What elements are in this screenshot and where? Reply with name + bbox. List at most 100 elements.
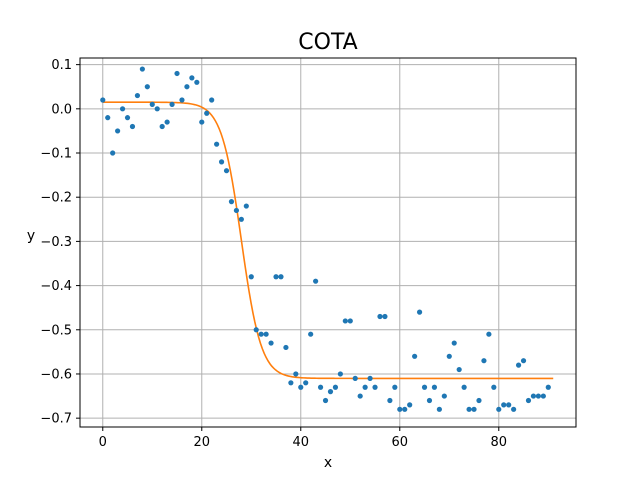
data-point — [476, 397, 482, 404]
data-point — [367, 375, 373, 381]
data-point — [288, 380, 294, 386]
y-tick-label: −0.6 — [40, 367, 72, 382]
data-point — [441, 393, 447, 399]
y-tick-label: −0.2 — [40, 191, 72, 206]
data-point — [332, 384, 339, 390]
x-tick-label: 80 — [491, 435, 508, 450]
y-tick-label: −0.1 — [40, 147, 72, 162]
data-point — [352, 375, 358, 381]
data-point — [501, 402, 507, 408]
data-point — [525, 397, 532, 404]
data-point — [337, 371, 343, 377]
data-point — [481, 358, 487, 364]
data-point — [194, 79, 200, 85]
chart-title: COTA — [298, 30, 357, 55]
data-point — [451, 340, 457, 346]
data-point — [322, 397, 329, 404]
data-point — [144, 84, 150, 90]
data-point — [159, 123, 165, 130]
data-point — [164, 119, 170, 125]
data-point — [327, 389, 334, 395]
data-point — [273, 274, 279, 280]
data-point — [515, 362, 522, 368]
x-tick-label: 20 — [193, 435, 210, 450]
y-axis-label: y — [27, 228, 35, 244]
data-point — [431, 384, 438, 390]
data-point — [184, 84, 190, 90]
data-point — [496, 406, 502, 412]
data-point — [446, 353, 452, 359]
data-point — [174, 70, 180, 77]
data-point — [139, 66, 145, 72]
y-tick-label: −0.3 — [40, 235, 72, 250]
data-point — [154, 106, 160, 112]
data-point — [248, 274, 254, 280]
data-point — [486, 331, 492, 337]
data-point — [105, 115, 111, 121]
data-point — [416, 309, 423, 315]
data-point — [149, 101, 155, 107]
y-tick-label: −0.5 — [40, 323, 72, 338]
data-point — [530, 393, 537, 399]
data-point — [317, 384, 324, 390]
data-point — [278, 274, 284, 280]
data-point — [456, 366, 462, 373]
y-tick-label: −0.7 — [40, 412, 72, 427]
x-axis-label: x — [324, 455, 332, 471]
data-point — [283, 344, 289, 351]
grid — [80, 58, 576, 427]
data-point — [228, 199, 235, 205]
data-point — [357, 393, 363, 399]
data-point — [134, 92, 141, 99]
data-point — [298, 384, 304, 390]
data-point — [209, 97, 215, 103]
data-point — [238, 216, 244, 222]
x-tick-label: 0 — [99, 435, 107, 450]
data-point — [377, 313, 383, 320]
data-point — [520, 358, 527, 364]
data-point — [421, 384, 428, 390]
data-point — [189, 75, 195, 81]
data-point — [412, 353, 418, 359]
fit-line-layer — [102, 101, 554, 380]
data-point — [347, 318, 353, 324]
data-point — [204, 110, 210, 116]
y-tick-label: −0.4 — [40, 279, 72, 294]
data-point — [115, 128, 121, 134]
data-point — [100, 97, 106, 103]
data-point — [253, 327, 259, 333]
data-point — [372, 384, 378, 390]
data-point — [362, 384, 368, 390]
data-point — [119, 106, 126, 112]
data-point — [471, 406, 477, 412]
data-point — [342, 318, 348, 324]
fit-line — [102, 101, 554, 380]
plot-frame — [79, 57, 577, 428]
x-tick-label: 40 — [293, 435, 310, 450]
data-point — [407, 402, 413, 408]
data-point — [461, 384, 467, 390]
data-point — [268, 340, 274, 346]
y-tick-label: 0.1 — [51, 58, 72, 73]
data-point — [243, 203, 249, 209]
y-axis-ticks: 0.1 0.0 −0.1 −0.2 −0.3 −0.4 −0.5 −0.6 −0.7 — [40, 58, 80, 427]
data-point — [535, 393, 541, 399]
data-point — [402, 406, 408, 412]
data-point — [303, 380, 309, 386]
data-point — [511, 406, 517, 412]
data-point — [233, 207, 240, 214]
scatter-points — [100, 66, 551, 412]
data-point — [506, 402, 512, 408]
data-point — [110, 150, 116, 156]
data-point — [199, 119, 205, 125]
x-axis-ticks: 0 20 40 60 80 — [99, 427, 507, 450]
data-point — [223, 168, 230, 174]
data-point — [313, 278, 319, 284]
data-point — [397, 406, 403, 412]
data-point — [293, 371, 299, 377]
data-point — [545, 384, 551, 390]
data-point — [426, 397, 433, 404]
data-point — [258, 331, 264, 337]
data-point — [382, 313, 388, 320]
